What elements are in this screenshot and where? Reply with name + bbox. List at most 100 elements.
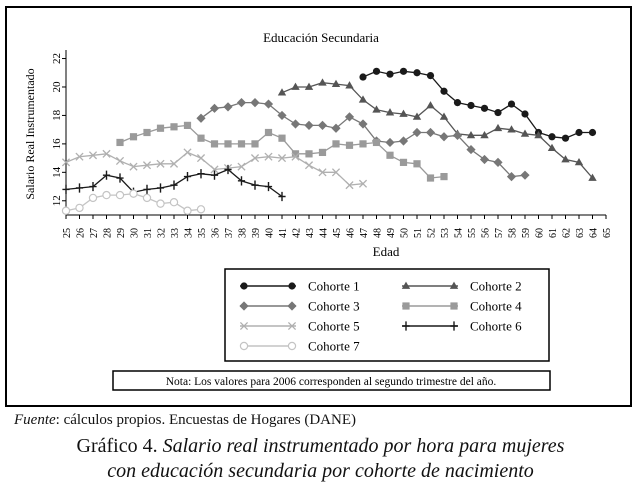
data-point (345, 141, 354, 149)
data-point (102, 170, 111, 180)
data-point (332, 140, 340, 148)
x-tick-label: 46 (346, 228, 357, 238)
data-point (507, 100, 516, 108)
data-point (264, 181, 273, 192)
axes: 12 14 16 18 20 22 25 26 27 28 29 30 31 32 33 34 35 36 37 38… (51, 50, 613, 238)
data-point (143, 184, 151, 194)
data-point (331, 123, 341, 133)
chart-title: Educación Secundaria (263, 30, 379, 45)
legend-label: Cohorte 7 (308, 339, 360, 354)
data-point (399, 158, 408, 166)
data-point (399, 67, 408, 75)
series-5 (61, 148, 368, 190)
x-tick-label: 56 (481, 228, 492, 238)
legend-marker (450, 321, 458, 331)
x-tick-label: 42 (292, 228, 303, 238)
data-point (399, 109, 408, 117)
data-point (359, 73, 367, 81)
data-point (426, 101, 435, 109)
data-point (358, 179, 368, 188)
data-point (116, 138, 124, 147)
data-point (358, 95, 368, 103)
data-point (169, 159, 179, 168)
data-point (520, 170, 530, 180)
data-point (479, 154, 490, 165)
data-point (534, 130, 543, 139)
x-tick-label: 45 (332, 228, 343, 238)
data-point (372, 105, 381, 113)
y-axis-label: Salario Real Instrumentado (23, 68, 37, 199)
data-point (197, 169, 205, 179)
data-point (453, 99, 462, 107)
data-point (493, 157, 503, 167)
data-point (183, 171, 192, 182)
legend-marker (401, 281, 411, 289)
data-point (75, 203, 84, 213)
x-tick-label: 34 (184, 228, 195, 238)
data-point (236, 98, 247, 108)
x-tick-label: 36 (211, 228, 222, 238)
legend-label: Cohorte 1 (308, 279, 360, 294)
x-tick-label: 35 (197, 228, 208, 238)
series-7 (61, 189, 206, 215)
figure-caption-line-2: con educación secundaria por cohorte de … (0, 460, 641, 483)
legend: Cohorte 1 Cohorte 2 Cohorte 3 Cohorte 4 Coho… (239, 279, 522, 354)
x-tick-label: 57 (494, 228, 505, 238)
legend-marker (239, 321, 249, 331)
data-point (129, 162, 138, 171)
legend-marker (287, 301, 297, 311)
legend-marker (449, 281, 459, 289)
data-point (169, 197, 179, 207)
x-tick-label: 63 (575, 228, 586, 238)
x-tick-label: 60 (535, 228, 546, 238)
x-tick-label: 62 (562, 228, 573, 238)
data-point (318, 148, 327, 157)
data-point (386, 70, 394, 78)
x-tick-label: 37 (224, 228, 235, 238)
data-point (439, 112, 449, 120)
legend-label: Cohorte 4 (470, 299, 522, 314)
x-tick-label: 58 (508, 228, 519, 238)
data-point (304, 161, 314, 170)
data-point (561, 134, 570, 142)
x-tick-label: 27 (89, 228, 100, 238)
data-point (466, 130, 476, 139)
x-tick-label: 54 (454, 228, 465, 238)
data-point (466, 144, 476, 155)
x-tick-label: 38 (238, 228, 249, 238)
data-point (61, 158, 71, 167)
data-point (345, 81, 354, 89)
legend-marker (239, 301, 249, 311)
series-2 (277, 78, 597, 181)
legend-item: Cohorte 6 (402, 319, 522, 334)
x-tick-label: 65 (602, 228, 613, 238)
data-point (196, 113, 206, 123)
x-tick-label: 59 (521, 228, 532, 238)
legend-label: Cohorte 6 (470, 319, 522, 334)
data-point (143, 128, 151, 137)
data-point (494, 108, 502, 117)
data-point (291, 82, 300, 90)
data-point (290, 119, 301, 129)
x-tick-label: 61 (548, 228, 559, 238)
data-point (183, 206, 192, 215)
source-line: Fuente: cálculos propios. Encuestas de H… (14, 412, 356, 429)
data-point (439, 132, 449, 142)
data-point (156, 199, 165, 208)
series-6 (62, 164, 286, 202)
data-point (359, 140, 367, 148)
data-point (183, 148, 192, 157)
data-point (575, 128, 583, 137)
data-point (237, 162, 246, 171)
x-tick-label: 55 (467, 228, 478, 238)
data-point (412, 112, 422, 120)
data-point (209, 103, 220, 113)
data-point (358, 119, 368, 129)
data-point (142, 161, 152, 170)
x-tick-label: 47 (359, 228, 370, 238)
data-point (386, 151, 394, 159)
data-point (412, 127, 422, 138)
data-point (62, 184, 70, 194)
x-tick-label: 50 (400, 228, 411, 238)
x-tick-label: 44 (319, 228, 330, 238)
